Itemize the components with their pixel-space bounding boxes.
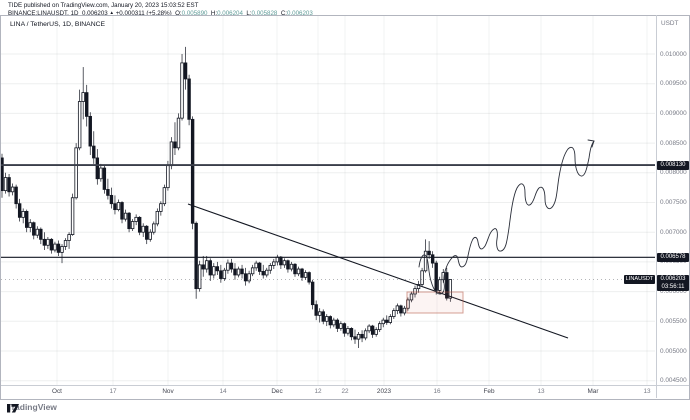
low-label: L: xyxy=(246,9,252,17)
time-axis-label: 13 xyxy=(643,388,651,395)
close-value: 0.006203 xyxy=(287,9,313,17)
open-value: 0.005890 xyxy=(181,9,208,17)
footer: TradingView xyxy=(7,402,57,413)
time-axis-label: Mar xyxy=(587,388,599,395)
open-label: O: xyxy=(175,9,182,17)
bar-countdown: 03:56:11 xyxy=(661,284,685,291)
series-name-badge: LINAUSDT xyxy=(624,275,655,285)
price-axis-label: 0.006500 xyxy=(660,258,687,266)
time-axis-label: 14 xyxy=(219,388,227,395)
candles-layer xyxy=(1,46,453,349)
time-axis-label: 12 xyxy=(314,388,322,395)
resistance-price-badge: 0.008130 xyxy=(657,160,689,170)
time-axis-label: Oct xyxy=(52,388,62,395)
high-value: 0.006204 xyxy=(217,9,243,17)
rectangle-drawing xyxy=(406,291,464,314)
price-axis-label: 0.005500 xyxy=(660,317,687,325)
time-axis-label: Nov xyxy=(162,388,174,395)
drawings-layer[interactable] xyxy=(1,139,655,339)
last-price: 0.006203 xyxy=(81,9,108,17)
time-axis-label: 2023 xyxy=(376,388,392,395)
price-axis-label: 0.010000 xyxy=(660,50,687,58)
price-axis-label: 0.009500 xyxy=(660,80,687,88)
tradingview-wordmark[interactable]: TradingView xyxy=(7,402,57,412)
time-axis-separator xyxy=(1,385,689,386)
gridlines xyxy=(1,16,655,385)
time-axis-label: 22 xyxy=(341,388,349,395)
price-axis-label: 0.008000 xyxy=(660,169,687,177)
quote-currency-label: USDT xyxy=(661,20,679,27)
time-axis-label: 13 xyxy=(537,388,545,395)
time-axis-label: 17 xyxy=(109,388,117,395)
chart-legend: LINA / TetherUS, 1D, BINANCE xyxy=(10,21,106,28)
high-label: H: xyxy=(210,9,218,17)
last-price-value: 0.006203 xyxy=(660,276,686,283)
change-up-arrow-icon: ▲ xyxy=(109,9,114,15)
low-value: 0.005828 xyxy=(251,9,278,17)
hand-drawn-projection xyxy=(418,140,595,295)
price-axis-separator xyxy=(656,15,657,398)
price-axis-label: 0.008500 xyxy=(660,139,687,147)
time-axis-label: 16 xyxy=(433,388,441,395)
symbol-summary: BINANCE:LINAUSDT, 1D 0.006203 ▲ +0.00031… xyxy=(8,10,313,17)
price-change: +0.000311 (+5.28%) xyxy=(115,9,172,17)
price-axis-label: 0.005000 xyxy=(660,347,687,355)
last-price-badge: 0.006203 03:56:11 xyxy=(657,275,689,292)
price-axis-label: 0.007500 xyxy=(660,199,687,206)
time-axis-label: Dec xyxy=(271,388,283,395)
price-axis-label: 0.007000 xyxy=(660,228,687,236)
time-axis-label: Feb xyxy=(483,388,495,395)
close-label: C: xyxy=(280,9,287,17)
symbol-name: BINANCE:LINAUSDT, 1D xyxy=(8,9,79,17)
tradingview-logo-icon[interactable] xyxy=(7,402,21,413)
price-axis-label: 0.009000 xyxy=(660,109,687,117)
publish-info: TIDE published on TradingView.com, Janua… xyxy=(8,2,199,9)
price-axis-label: 0.006000 xyxy=(660,288,687,296)
support-price-badge: 0.006578 xyxy=(657,252,689,262)
trendline-drawing xyxy=(187,203,569,339)
price-axis-label: 0.004500 xyxy=(660,377,687,385)
